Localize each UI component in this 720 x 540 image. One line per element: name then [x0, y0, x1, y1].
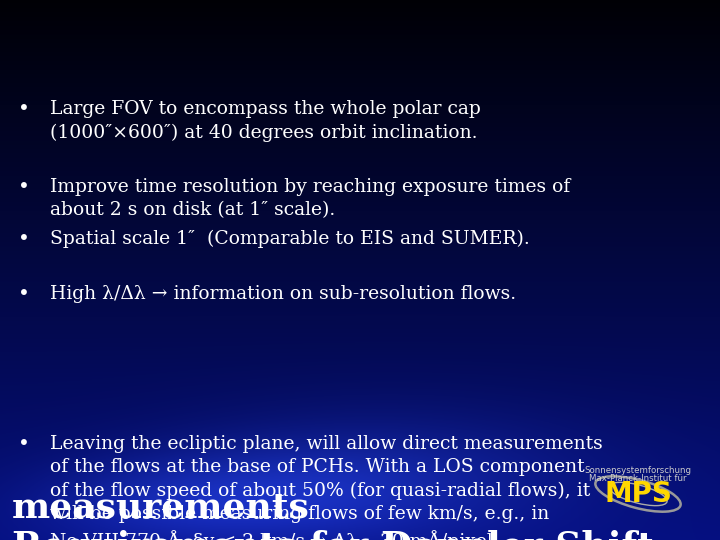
Text: Leaving the ecliptic plane, will allow direct measurements
of the flows at the b: Leaving the ecliptic plane, will allow d… [50, 435, 603, 540]
Text: High λ/Δλ → information on sub-resolution flows.: High λ/Δλ → information on sub-resolutio… [50, 285, 516, 303]
Text: Sonnensystemforschung: Sonnensystemforschung [585, 466, 691, 475]
Text: •: • [18, 285, 30, 304]
Text: •: • [18, 178, 30, 197]
Text: Improve time resolution by reaching exposure times of
about 2 s on disk (at 1″ s: Improve time resolution by reaching expo… [50, 178, 570, 219]
Text: Max-Planck-Institut für: Max-Planck-Institut für [589, 474, 687, 483]
Text: Large FOV to encompass the whole polar cap
(1000″×600″) at 40 degrees orbit incl: Large FOV to encompass the whole polar c… [50, 100, 481, 141]
Text: •: • [18, 230, 30, 249]
Text: Spatial scale 1″  (Comparable to EIS and SUMER).: Spatial scale 1″ (Comparable to EIS and … [50, 230, 530, 248]
Text: •: • [18, 100, 30, 119]
Text: measurements: measurements [12, 490, 310, 524]
Text: Requirements for Doppler Shift: Requirements for Doppler Shift [12, 530, 654, 540]
Text: MPS: MPS [604, 480, 672, 508]
Text: •: • [18, 435, 30, 454]
